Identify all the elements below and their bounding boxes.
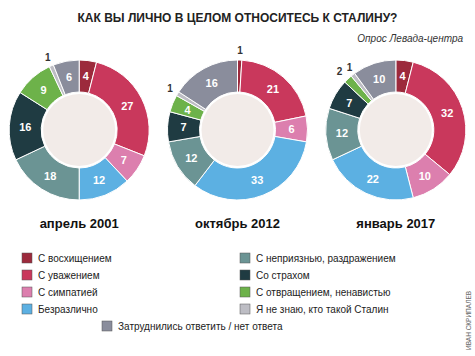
legend-item: Со страхом	[240, 270, 310, 281]
legend-item: С симпатией	[22, 287, 98, 298]
legend-swatch	[240, 304, 250, 314]
credit: ИВАН СКРИПАЛЕВ	[465, 291, 472, 350]
data-label: 16	[19, 121, 31, 133]
data-label: 7	[346, 97, 352, 109]
data-label: 6	[288, 123, 294, 135]
data-label: 4	[400, 70, 407, 82]
data-label: 10	[419, 170, 431, 182]
slice	[179, 60, 238, 109]
data-label: 7	[121, 154, 127, 166]
data-label: 33	[251, 174, 263, 186]
data-label: 9	[40, 83, 46, 95]
data-label: 21	[267, 83, 279, 95]
legend-item: С отвращением, ненавистью	[240, 287, 391, 298]
legend-item: Затруднились ответить / нет ответа	[102, 321, 283, 332]
legend-swatch	[240, 253, 250, 263]
chart: КАК ВЫ ЛИЧНО В ЦЕЛОМ ОТНОСИТЕСЬ К СТАЛИН…	[0, 0, 475, 356]
series-name: январь 2017	[356, 216, 435, 231]
data-label: 10	[373, 73, 385, 85]
data-label: 1	[45, 51, 51, 62]
legend-item: С восхищением	[22, 253, 112, 264]
data-label: 7	[180, 121, 186, 133]
data-label: 4	[184, 104, 191, 116]
data-label: 12	[336, 127, 348, 139]
legend-item: С неприязнью, раздражением	[240, 253, 396, 264]
portrait-placeholder	[202, 94, 274, 166]
legend-swatch	[22, 304, 32, 314]
legend-label: Со страхом	[256, 270, 310, 281]
series-name: октябрь 2012	[195, 216, 280, 231]
title: КАК ВЫ ЛИЧНО В ЦЕЛОМ ОТНОСИТЕСЬ К СТАЛИН…	[78, 11, 398, 25]
data-label: 27	[121, 99, 133, 111]
slice	[355, 60, 396, 99]
legend-label: С отвращением, ненавистью	[256, 287, 391, 298]
legend-swatch	[240, 270, 250, 280]
slice	[405, 62, 466, 174]
legend-label: С уважением	[38, 270, 100, 281]
legend: С восхищением С уважением С симпатией Безра…	[22, 253, 396, 332]
data-label: 32	[441, 107, 453, 119]
legend-swatch	[22, 270, 32, 280]
series-name: апрель 2001	[40, 216, 119, 231]
donut: 4277121816916	[9, 51, 149, 200]
data-label: 12	[185, 152, 197, 164]
legend-swatch	[22, 253, 32, 263]
legend-label: Безразлично	[38, 304, 98, 315]
legend-label: С восхищением	[38, 253, 112, 264]
legend-item: С уважением	[22, 270, 100, 281]
legend-swatch	[102, 321, 112, 331]
subtitle: Опрос Левада-центра	[357, 33, 463, 44]
data-label: 1	[237, 45, 243, 56]
legend-label: С симпатией	[38, 287, 98, 298]
slice	[53, 60, 79, 95]
data-label: 2	[337, 66, 343, 77]
slice	[89, 62, 150, 156]
donut: 4 32 10 22 12 7 21 10	[326, 60, 466, 200]
legend-item: Я не знаю, кто такой Сталин	[240, 304, 389, 315]
data-label: 12	[93, 174, 105, 186]
legend-swatch	[22, 287, 32, 297]
portrait-placeholder	[43, 94, 115, 166]
legend-swatch	[240, 287, 250, 297]
legend-label: С неприязнью, раздражением	[256, 253, 396, 264]
slice	[195, 136, 307, 200]
data-label: 18	[44, 170, 56, 182]
data-label: 1	[167, 83, 173, 94]
donut: 1216331274116	[167, 45, 307, 200]
data-label: 4	[83, 70, 90, 82]
slice	[240, 60, 306, 122]
data-label: 16	[206, 77, 218, 89]
portrait-placeholder	[360, 94, 432, 166]
legend-label: Затруднились ответить / нет ответа	[118, 321, 283, 332]
legend-label: Я не знаю, кто такой Сталин	[256, 304, 389, 315]
data-label: 1	[347, 62, 353, 73]
legend-item: Безразлично	[22, 304, 98, 315]
data-label: 6	[66, 71, 72, 83]
slice	[169, 136, 215, 185]
data-label: 22	[367, 173, 379, 185]
